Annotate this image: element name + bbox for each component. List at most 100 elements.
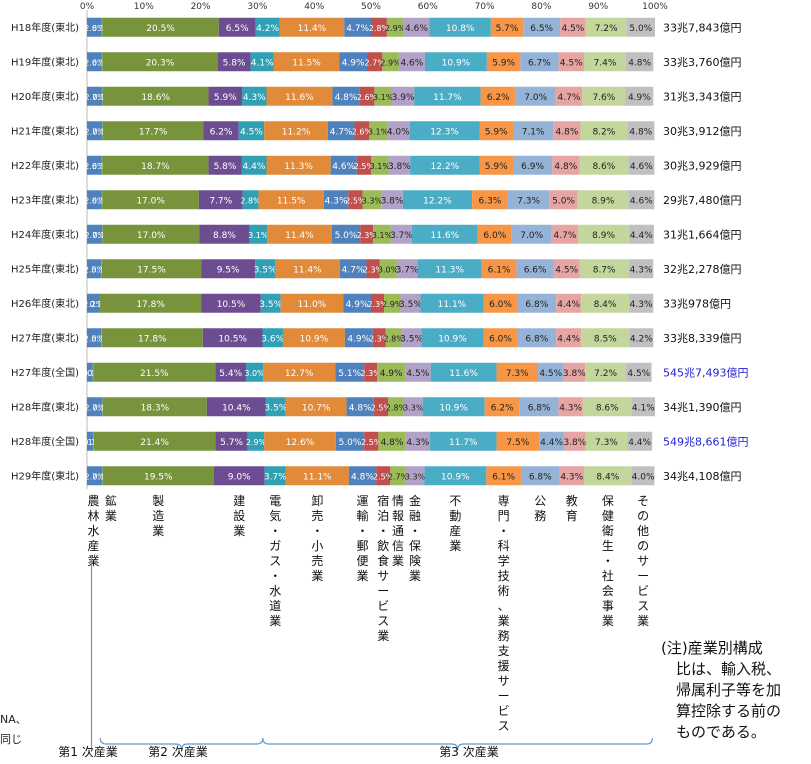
bar-segment-professional bbox=[496, 431, 540, 451]
industry-groups: 第1 次産業 第2 次産業 第3 次産業 bbox=[58, 555, 654, 759]
bar-segment-education bbox=[558, 397, 583, 417]
category-labels: H18年度(東北) H19年度(東北) H20年度(東北) H21年度(東北) H22年… bbox=[11, 21, 79, 483]
bar-segment-transport bbox=[330, 155, 357, 175]
bar-segment-manufacturing bbox=[102, 466, 214, 486]
bar-segment-professional bbox=[484, 397, 520, 417]
bar-value-label: 18.7% bbox=[141, 162, 170, 172]
bar-value-label: 7.4% bbox=[594, 58, 617, 68]
bar-segment-agri bbox=[87, 259, 102, 279]
bar-segment-transport bbox=[323, 190, 349, 210]
bar-segment-transport bbox=[346, 397, 374, 417]
bar-segment-infocomm bbox=[384, 293, 401, 313]
bar-value-label: 6.5% bbox=[226, 24, 249, 34]
bar-segment-trade bbox=[285, 397, 347, 417]
bar-segment-education bbox=[553, 121, 581, 141]
industry-label-trade: 卸売・小売業 bbox=[311, 493, 323, 583]
bar-value-label: 10.7% bbox=[302, 403, 331, 413]
bar-segment-trade bbox=[264, 121, 328, 141]
bar-value-label: 4.1% bbox=[632, 403, 655, 413]
bar-segment-hospitality bbox=[372, 328, 386, 348]
bar-segment-education bbox=[555, 86, 583, 106]
bar-segment-agri bbox=[87, 155, 102, 175]
bar-segment-education bbox=[552, 155, 580, 175]
bar-segment-utilities bbox=[241, 155, 267, 175]
bar-value-label: 0.1% bbox=[92, 58, 113, 67]
bar-value-label: 4.4% bbox=[557, 300, 580, 310]
bar-value-label: 0.1% bbox=[92, 24, 113, 33]
category-label: H28年度(全国) bbox=[11, 435, 79, 448]
bar-value-label: 11.1% bbox=[303, 472, 332, 482]
bar-value-label: 4.8% bbox=[351, 472, 374, 482]
total-label: 34兆1,390億円 bbox=[663, 401, 742, 414]
bar-value-label: 2.6% bbox=[352, 127, 373, 136]
bar-value-label: 8.9% bbox=[592, 196, 615, 206]
bar-segment-public bbox=[539, 431, 565, 451]
bar-value-label: 10.5% bbox=[217, 300, 246, 310]
bar-value-label: 4.3% bbox=[243, 93, 266, 103]
bar-value-label: 4.3% bbox=[630, 265, 653, 275]
bar-value-label: 8.5% bbox=[594, 334, 617, 344]
bar-value-label: 11.0% bbox=[298, 300, 327, 310]
total-label: 30兆3,929億円 bbox=[663, 159, 742, 172]
bar-value-label: 4.9% bbox=[346, 300, 369, 310]
bar-value-label: 2.6% bbox=[357, 93, 378, 102]
bar-value-label: 4.3% bbox=[630, 300, 653, 310]
bar-value-label: 6.1% bbox=[492, 472, 515, 482]
bar-value-label: 4.5% bbox=[560, 58, 583, 68]
bar-value-label: 17.8% bbox=[136, 300, 165, 310]
bar-value-label: 2.7% bbox=[85, 231, 106, 240]
bar-value-label: 6.5% bbox=[530, 24, 553, 34]
bar-value-label: 9.0% bbox=[228, 472, 251, 482]
bar-segment-construction bbox=[202, 328, 263, 348]
bar-value-label: 11.4% bbox=[298, 24, 327, 34]
bar-value-label: 11.2% bbox=[282, 127, 311, 137]
bar-value-label: 7.7% bbox=[209, 196, 232, 206]
bar-segment-other bbox=[628, 293, 654, 313]
bar-value-label: 0.1% bbox=[83, 438, 104, 447]
bar-value-label: 3.8% bbox=[388, 162, 411, 172]
bar-segment-agri bbox=[87, 52, 102, 72]
bar-segment-infocomm bbox=[386, 17, 404, 37]
bar-value-label: 8.9% bbox=[592, 231, 615, 241]
bar-value-label: 0.1% bbox=[92, 472, 113, 481]
bar-segment-health bbox=[584, 52, 627, 72]
bar-segment-realestate bbox=[430, 431, 497, 451]
bar-segment-finance bbox=[381, 190, 403, 210]
bar-segment-utilities bbox=[238, 121, 265, 141]
bar-segment-construction bbox=[208, 86, 243, 106]
bar-value-label: 0.1% bbox=[91, 334, 112, 343]
bar-segment-utilities bbox=[249, 224, 268, 244]
bar-segment-manufacturing bbox=[102, 52, 218, 72]
bar-segment-hospitality bbox=[364, 362, 378, 382]
bar-segment-utilities bbox=[242, 86, 267, 106]
bar-segment-trade bbox=[279, 17, 345, 37]
bar-segment-agri bbox=[87, 293, 100, 313]
bar-value-label: 21.5% bbox=[140, 369, 169, 379]
bar-segment-agri bbox=[87, 224, 103, 244]
bar-value-label: 10.9% bbox=[442, 58, 471, 68]
bar-segment-manufacturing bbox=[102, 155, 209, 175]
bar-value-label: 6.3% bbox=[479, 196, 502, 206]
bar-segment-public bbox=[517, 328, 557, 348]
bar-segment-manufacturing bbox=[101, 328, 203, 348]
bar-segment-finance bbox=[388, 155, 411, 175]
bar-value-label: 8.8% bbox=[213, 231, 236, 241]
bar-value-label: 6.6% bbox=[524, 265, 547, 275]
bar-segment-mining bbox=[101, 52, 103, 72]
x-tick-label: 60% bbox=[418, 2, 438, 12]
bar-value-label: 2.3% bbox=[363, 265, 384, 274]
bar-segment-construction bbox=[213, 466, 265, 486]
bar-value-label: 4.1% bbox=[251, 58, 274, 68]
bar-segment-professional bbox=[477, 224, 512, 244]
bar-value-label: 8.2% bbox=[592, 127, 615, 137]
category-label: H26年度(東北) bbox=[11, 297, 79, 310]
bar-value-label: 4.4% bbox=[557, 334, 580, 344]
x-tick-label: 100% bbox=[642, 2, 668, 12]
bar-value-label: 6.8% bbox=[525, 300, 548, 310]
bar-segment-realestate bbox=[429, 17, 491, 37]
bar-segment-finance bbox=[390, 224, 412, 244]
bar-value-label: 2.6% bbox=[84, 196, 105, 205]
bar-value-label: 6.0% bbox=[483, 231, 506, 241]
bar-segment-realestate bbox=[411, 224, 478, 244]
bar-segment-public bbox=[517, 293, 557, 313]
